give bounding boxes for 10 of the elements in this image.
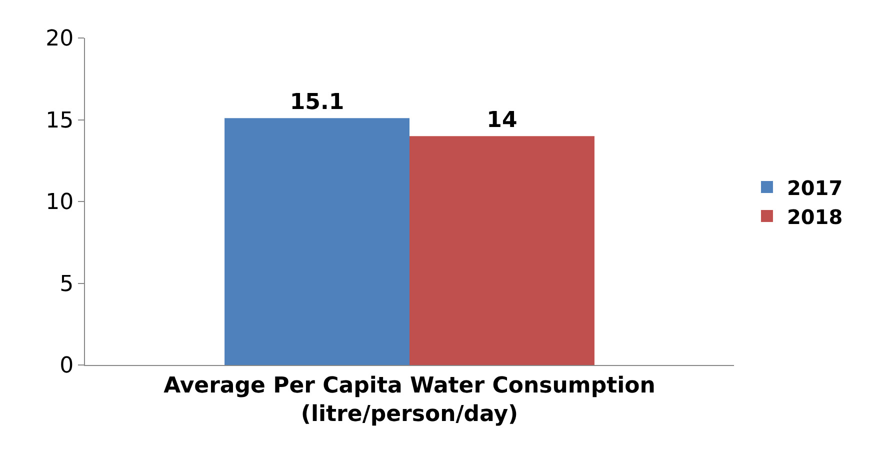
- y-tick-label: 10: [46, 190, 74, 216]
- y-tick-label: 5: [60, 272, 74, 297]
- data-label: 14: [486, 108, 518, 134]
- y-tick-label: 20: [46, 26, 74, 52]
- legend-label: 2018: [786, 204, 843, 229]
- y-tick-label: 15: [46, 108, 74, 134]
- legend-label: 2017: [786, 176, 843, 200]
- data-label: 15.1: [290, 90, 344, 116]
- y-tick-label: 0: [60, 354, 74, 379]
- x-tick-label: Average Per Capita Water Consumption (litre/person/day): [164, 373, 656, 427]
